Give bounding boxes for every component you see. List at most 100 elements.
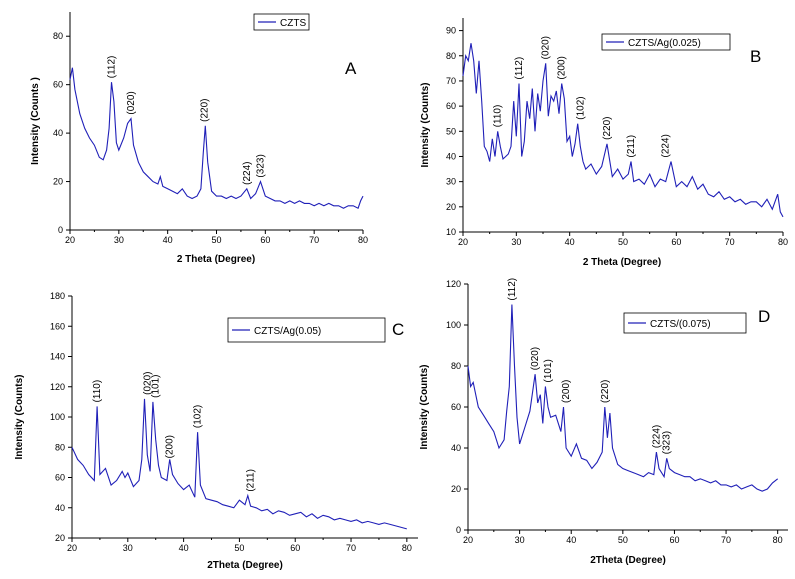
peak-label: (101) — [151, 375, 162, 398]
x-tick-label: 20 — [65, 235, 75, 245]
y-tick-label: 60 — [446, 101, 456, 111]
x-axis-label: 2Theta (Degree) — [590, 555, 666, 566]
peak-label: (020) — [142, 371, 153, 394]
legend-label: CZTS/Ag(0.05) — [254, 326, 321, 337]
peak-label: (200) — [165, 435, 176, 458]
series-line — [69, 67, 364, 209]
peak-label: (224) — [661, 134, 672, 157]
y-tick-label: 80 — [451, 361, 461, 371]
legend-box — [623, 312, 747, 334]
y-tick-label: 140 — [50, 352, 65, 362]
peak-label: (220) — [602, 117, 613, 140]
x-axis-label: 2 Theta (Degree) — [177, 254, 255, 265]
panel-letter: C — [392, 320, 404, 339]
legend: CZTS/Ag(0.025) — [601, 33, 731, 51]
legend-label: CZTS — [280, 18, 306, 29]
peak-label: (102) — [193, 405, 204, 428]
x-tick-label: 60 — [671, 237, 681, 247]
y-tick-label: 90 — [446, 26, 456, 36]
x-tick-label: 40 — [179, 543, 189, 553]
y-tick-label: 70 — [446, 76, 456, 86]
y-tick-label: 100 — [50, 412, 65, 422]
peak-label: (211) — [626, 135, 637, 158]
legend: CZTS/(0.075) — [623, 312, 747, 334]
y-axis-label: Intensity (Counts) — [14, 375, 25, 460]
y-tick-label: 40 — [446, 151, 456, 161]
x-axis-label: 2 Theta (Degree) — [583, 257, 661, 268]
peak-label: (200) — [561, 380, 572, 403]
x-tick-label: 30 — [515, 535, 525, 545]
y-tick-label: 120 — [446, 279, 461, 289]
x-tick-label: 40 — [565, 237, 575, 247]
x-tick-label: 80 — [402, 543, 412, 553]
peak-label: (112) — [514, 57, 525, 80]
x-tick-label: 20 — [463, 535, 473, 545]
y-tick-label: 20 — [451, 484, 461, 494]
peak-label: (112) — [507, 278, 518, 301]
y-axis-label: Intensity (Counts) — [419, 365, 430, 450]
legend: CZTS — [253, 13, 310, 31]
peak-label: (220) — [600, 380, 611, 403]
x-tick-label: 50 — [234, 543, 244, 553]
x-tick-label: 70 — [346, 543, 356, 553]
legend-box — [601, 33, 731, 51]
y-tick-label: 120 — [50, 382, 65, 392]
x-tick-label: 60 — [669, 535, 679, 545]
y-tick-label: 20 — [446, 202, 456, 212]
legend-box — [227, 317, 386, 343]
x-tick-label: 60 — [260, 235, 270, 245]
y-tick-label: 100 — [446, 320, 461, 330]
x-tick-label: 80 — [358, 235, 368, 245]
legend-label: CZTS/Ag(0.025) — [628, 38, 701, 49]
legend-label: CZTS/(0.075) — [650, 319, 711, 330]
x-axis-label: 2Theta (Degree) — [207, 560, 283, 571]
peak-label: (020) — [541, 36, 552, 59]
peak-label: (323) — [662, 431, 673, 454]
x-tick-label: 40 — [566, 535, 576, 545]
y-tick-label: 80 — [53, 31, 63, 41]
x-tick-label: 80 — [773, 535, 783, 545]
y-tick-label: 40 — [55, 503, 65, 513]
x-tick-label: 70 — [721, 535, 731, 545]
peak-label: (200) — [557, 56, 568, 79]
x-tick-label: 20 — [67, 543, 77, 553]
x-tick-label: 50 — [211, 235, 221, 245]
y-tick-label: 40 — [451, 443, 461, 453]
y-tick-label: 50 — [446, 126, 456, 136]
peak-label: (112) — [107, 56, 118, 79]
x-tick-label: 30 — [114, 235, 124, 245]
y-tick-label: 60 — [53, 80, 63, 90]
series-line — [71, 398, 407, 530]
y-tick-label: 60 — [451, 402, 461, 412]
x-tick-label: 80 — [778, 237, 788, 247]
y-tick-label: 0 — [456, 525, 461, 535]
peak-label: (323) — [255, 154, 266, 177]
y-tick-label: 20 — [55, 533, 65, 543]
y-axis-label: Intensity (Counts) — [420, 83, 431, 168]
peak-label: (211) — [246, 469, 257, 492]
panel-letter: A — [345, 59, 357, 78]
x-tick-label: 40 — [163, 235, 173, 245]
series-line — [467, 304, 779, 492]
peak-label: (020) — [126, 91, 137, 114]
x-tick-label: 50 — [618, 535, 628, 545]
peak-label: (110) — [493, 105, 504, 128]
x-tick-label: 70 — [725, 237, 735, 247]
peak-label: (020) — [530, 347, 541, 370]
peak-label: (110) — [92, 380, 103, 403]
x-tick-label: 50 — [618, 237, 628, 247]
y-tick-label: 10 — [446, 227, 456, 237]
x-tick-label: 30 — [511, 237, 521, 247]
x-tick-label: 60 — [290, 543, 300, 553]
peak-label: (224) — [242, 161, 253, 184]
y-tick-label: 160 — [50, 321, 65, 331]
peak-label: (101) — [543, 359, 554, 382]
panel-letter: B — [750, 47, 761, 66]
y-axis-label: Intensity (Counts ) — [30, 77, 41, 165]
x-tick-label: 20 — [458, 237, 468, 247]
y-tick-label: 60 — [55, 473, 65, 483]
peak-label: (220) — [199, 98, 210, 121]
